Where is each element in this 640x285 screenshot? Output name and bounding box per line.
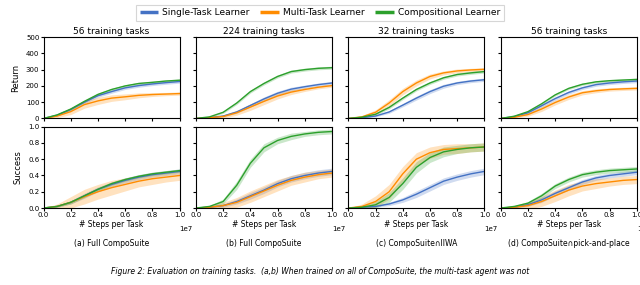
Legend: Single-Task Learner, Multi-Task Learner, Compositional Learner: Single-Task Learner, Multi-Task Learner,… [136, 5, 504, 21]
Title: 56 training tasks: 56 training tasks [74, 27, 150, 36]
Text: 1e7: 1e7 [637, 226, 640, 232]
Text: 1e7: 1e7 [484, 226, 498, 232]
X-axis label: # Steps per Task: # Steps per Task [536, 220, 601, 229]
Title: 224 training tasks: 224 training tasks [223, 27, 305, 36]
Text: 1e7: 1e7 [332, 226, 345, 232]
Text: 1e7: 1e7 [180, 226, 193, 232]
Text: (b) Full CompoSuite: (b) Full CompoSuite [227, 239, 301, 248]
X-axis label: # Steps per Task: # Steps per Task [79, 220, 144, 229]
Y-axis label: Success: Success [13, 150, 22, 184]
X-axis label: # Steps per Task: # Steps per Task [232, 220, 296, 229]
X-axis label: # Steps per Task: # Steps per Task [384, 220, 449, 229]
Text: Figure 2: Evaluation on training tasks.  (a,b) When trained on all of CompoSuite: Figure 2: Evaluation on training tasks. … [111, 266, 529, 276]
Text: (a) Full CompoSuite: (a) Full CompoSuite [74, 239, 149, 248]
Text: (d) CompoSuite∩pick-and-place: (d) CompoSuite∩pick-and-place [508, 239, 630, 248]
Title: 32 training tasks: 32 training tasks [378, 27, 454, 36]
Title: 56 training tasks: 56 training tasks [531, 27, 607, 36]
Y-axis label: Return: Return [12, 64, 20, 92]
Text: (c) CompoSuite∩IIWA: (c) CompoSuite∩IIWA [376, 239, 457, 248]
